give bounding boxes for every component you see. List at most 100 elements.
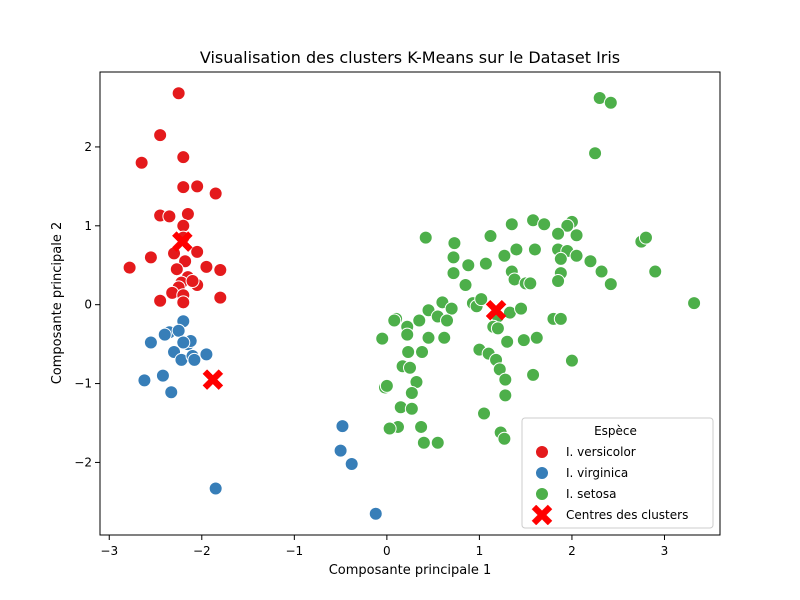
point-i-setosa: [483, 229, 498, 244]
point-i-setosa: [477, 406, 492, 421]
point-i-versicolor: [169, 262, 184, 277]
x-tick-label: −2: [193, 544, 211, 558]
point-i-setosa: [414, 419, 429, 434]
point-i-setosa: [553, 311, 568, 326]
y-tick-label: 2: [84, 140, 92, 154]
point-i-setosa: [478, 256, 493, 271]
point-i-setosa: [638, 230, 653, 245]
point-i-setosa: [387, 313, 402, 328]
point-i-setosa: [382, 421, 397, 436]
point-i-setosa: [446, 266, 461, 281]
point-i-virginica: [199, 347, 214, 362]
point-i-setosa: [403, 360, 417, 375]
cluster-centroid: [202, 369, 224, 390]
point-i-virginica: [335, 419, 350, 434]
point-i-setosa: [588, 146, 603, 161]
point-i-setosa: [569, 248, 584, 263]
point-i-setosa: [509, 242, 524, 257]
y-tick-label: −2: [74, 455, 92, 469]
point-i-setosa: [415, 345, 430, 360]
point-i-versicolor: [190, 244, 205, 259]
point-i-setosa: [560, 218, 575, 233]
y-tick-label: 1: [84, 219, 92, 233]
point-i-versicolor: [176, 295, 191, 310]
legend-marker: [535, 487, 549, 501]
legend-label: I. setosa: [566, 487, 616, 501]
point-i-setosa: [516, 333, 531, 348]
point-i-setosa: [430, 435, 445, 450]
point-i-setosa: [440, 313, 455, 328]
point-i-virginica: [164, 385, 179, 400]
point-i-setosa: [500, 334, 515, 349]
plot-frame: [99, 71, 721, 536]
point-i-versicolor: [180, 206, 195, 221]
point-i-setosa: [687, 296, 702, 311]
point-i-setosa: [648, 264, 663, 279]
legend-marker: [535, 466, 549, 480]
point-i-setosa: [404, 386, 419, 401]
point-i-setosa: [421, 330, 436, 345]
point-i-versicolor: [190, 179, 205, 194]
point-i-versicolor: [171, 86, 186, 101]
point-i-setosa: [564, 353, 579, 368]
point-i-versicolor: [208, 186, 223, 201]
point-i-virginica: [176, 335, 191, 350]
legend-marker-centroid: [531, 504, 553, 526]
legend-label: Centres des clusters: [566, 508, 688, 522]
point-i-setosa: [529, 330, 544, 345]
plot-marks: [122, 86, 702, 521]
point-i-setosa: [551, 226, 566, 241]
point-i-setosa: [446, 250, 461, 265]
point-i-virginica: [187, 352, 202, 367]
x-tick-label: 3: [661, 544, 669, 558]
y-tick-label: −1: [74, 377, 92, 391]
point-i-setosa: [498, 372, 513, 387]
point-i-setosa: [603, 95, 618, 110]
legend-label: I. versicolor: [566, 445, 636, 459]
point-i-versicolor: [213, 262, 228, 277]
point-i-setosa: [504, 217, 519, 232]
point-i-setosa: [523, 276, 538, 291]
point-i-setosa: [537, 217, 552, 232]
point-i-versicolor: [122, 260, 137, 275]
point-i-setosa: [514, 301, 529, 316]
point-i-versicolor: [162, 209, 177, 224]
point-i-setosa: [474, 292, 489, 307]
point-i-setosa: [583, 254, 598, 269]
point-i-versicolor: [176, 150, 191, 165]
point-i-setosa: [527, 242, 542, 257]
point-i-virginica: [137, 373, 152, 388]
point-i-setosa: [569, 228, 584, 243]
point-i-setosa: [497, 431, 512, 446]
point-i-versicolor: [176, 180, 191, 195]
point-i-setosa: [497, 248, 512, 263]
legend-title: Espèce: [594, 424, 637, 438]
x-tick-label: 0: [383, 544, 391, 558]
point-i-setosa: [498, 388, 513, 403]
cluster-centroid: [172, 231, 193, 252]
x-tick-label: −1: [285, 544, 303, 558]
point-i-setosa: [461, 258, 476, 273]
point-i-setosa: [444, 301, 459, 316]
point-i-setosa: [594, 264, 609, 279]
point-i-versicolor: [143, 250, 158, 265]
chart-title: Visualisation des clusters K-Means sur l…: [200, 48, 620, 67]
point-i-setosa: [551, 274, 566, 289]
point-i-setosa: [379, 378, 394, 393]
point-i-setosa: [404, 401, 419, 416]
point-i-versicolor: [153, 293, 168, 308]
x-tick-label: 1: [476, 544, 484, 558]
point-i-versicolor: [153, 128, 168, 143]
point-i-setosa: [490, 321, 505, 336]
legend-box: [521, 417, 714, 529]
point-i-versicolor: [176, 218, 191, 233]
cluster-centroid: [485, 299, 507, 321]
point-i-virginica: [155, 368, 170, 383]
point-i-setosa: [458, 277, 473, 292]
y-tick-label: 0: [84, 298, 92, 312]
point-i-setosa: [418, 230, 433, 245]
y-axis-label: Composante principale 2: [50, 222, 65, 385]
point-i-virginica: [368, 506, 383, 521]
point-i-setosa: [437, 330, 452, 345]
